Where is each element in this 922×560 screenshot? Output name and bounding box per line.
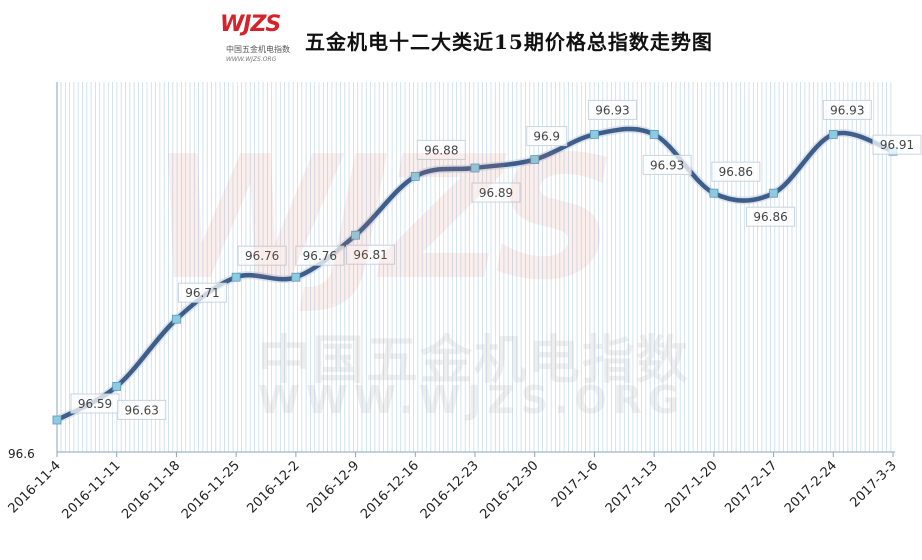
data-point xyxy=(291,272,301,282)
data-label: 96.76 xyxy=(303,249,337,263)
data-label-box xyxy=(746,206,796,227)
data-label-box xyxy=(295,245,345,266)
data-label: 96.59 xyxy=(78,397,112,411)
x-tick-label: 2016-11-25 xyxy=(179,458,243,522)
watermark-logo: WJZS xyxy=(150,120,616,318)
data-label: 96.81 xyxy=(353,248,387,262)
data-label: 96.88 xyxy=(424,143,458,157)
data-label-box xyxy=(177,282,227,303)
data-label: 96.86 xyxy=(753,210,787,224)
data-label: 96.93 xyxy=(595,103,629,117)
data-point xyxy=(52,415,62,425)
x-tick-label: 2017-1-20 xyxy=(663,458,721,516)
data-point xyxy=(530,155,540,165)
data-label-box xyxy=(237,245,287,266)
data-label-box xyxy=(872,134,922,155)
data-point xyxy=(709,188,719,198)
chart-title: 五金机电十二大类近15期价格总指数走势图 xyxy=(305,30,713,54)
data-point xyxy=(590,129,599,139)
x-tick-label: 2016-12-2 xyxy=(245,458,303,516)
watermark-cn-text: 中国五金机电指数 xyxy=(258,331,691,391)
x-tick-label: 2016-12-16 xyxy=(358,458,422,522)
y-tick-label: 96.6 xyxy=(8,447,35,461)
data-label-box xyxy=(711,161,761,182)
data-label: 96.91 xyxy=(880,138,914,152)
x-tick-label: 2016-11-4 xyxy=(6,458,64,516)
data-point xyxy=(410,171,420,181)
data-label: 96.93 xyxy=(830,103,864,117)
logo-mark: WJZS xyxy=(220,12,281,37)
data-label: 96.71 xyxy=(185,286,219,300)
data-label: 96.93 xyxy=(650,158,684,172)
x-tick-label: 2016-11-11 xyxy=(60,458,124,522)
logo-url: WWW.WJZS.ORG xyxy=(226,56,277,63)
data-label-box xyxy=(642,154,692,175)
data-label: 96.89 xyxy=(479,186,513,200)
data-label-box xyxy=(587,99,637,120)
data-point xyxy=(172,314,181,324)
data-label-box xyxy=(346,244,396,265)
x-tick-label: 2016-12-30 xyxy=(478,458,542,522)
data-label: 96.9 xyxy=(533,130,560,144)
data-point xyxy=(649,129,659,139)
data-point xyxy=(231,272,241,282)
data-point xyxy=(351,230,360,240)
data-label: 96.86 xyxy=(719,165,753,179)
data-label-box xyxy=(416,139,466,160)
x-tick-label: 2017-1-13 xyxy=(603,458,661,516)
data-point xyxy=(470,163,480,173)
x-tick-label: 2017-1-6 xyxy=(549,458,601,510)
watermark-url-text: WWW.WJZS.ORG xyxy=(258,378,686,422)
x-tick-label: 2017-2-24 xyxy=(782,458,840,516)
data-label-box xyxy=(117,399,167,420)
data-point xyxy=(112,381,122,391)
logo-cn: 中国五金机电指数 xyxy=(226,45,290,54)
x-tick-label: 2016-11-18 xyxy=(119,458,183,522)
data-label: 96.63 xyxy=(125,403,159,417)
x-tick-label: 2016-12-23 xyxy=(418,458,482,522)
x-tick-label: 2016-12-9 xyxy=(304,458,362,516)
data-label-box xyxy=(822,99,872,120)
data-label-box xyxy=(526,126,568,147)
x-tick-label: 2017-2-17 xyxy=(722,458,780,516)
data-point xyxy=(828,129,838,139)
data-label: 96.76 xyxy=(245,249,279,263)
x-tick-label: 2017-3-3 xyxy=(847,458,899,510)
data-point xyxy=(769,188,778,198)
wjzs-logo: WJZS 中国五金机电指数 WWW.WJZS.ORG xyxy=(212,10,294,65)
data-label-box xyxy=(471,182,521,203)
